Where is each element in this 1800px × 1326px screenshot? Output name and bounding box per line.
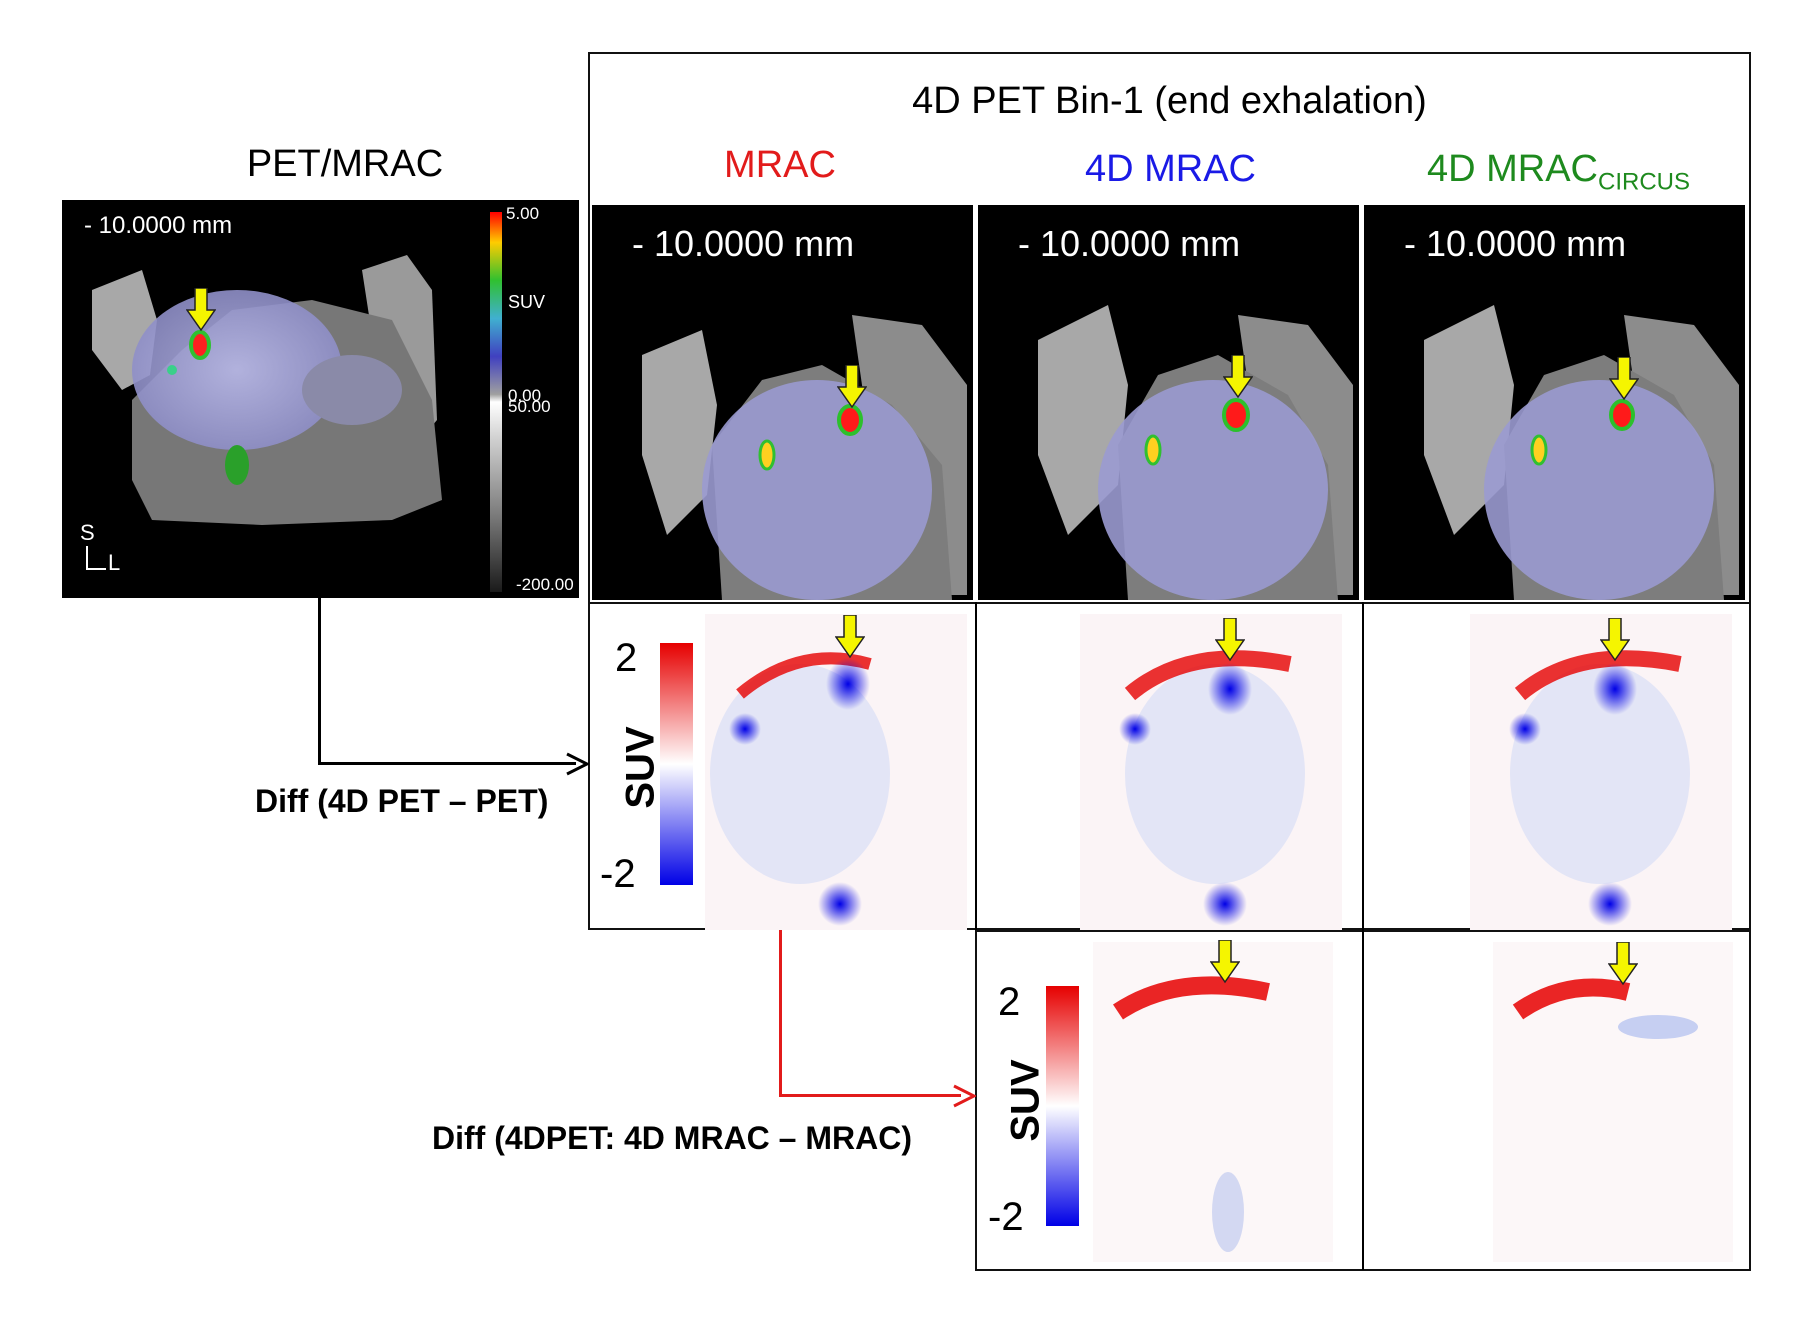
arrowhead-icon bbox=[953, 1084, 976, 1108]
column-label: 4D MRAC bbox=[1084, 148, 1257, 190]
colorbar-top: 5.00 bbox=[506, 204, 540, 223]
coronal-slice-image bbox=[1038, 305, 1353, 600]
connector-black bbox=[318, 598, 321, 764]
colorbar bbox=[490, 212, 502, 592]
diff-row1-divider bbox=[588, 602, 1751, 932]
lesion-arrow-icon bbox=[1210, 940, 1240, 984]
diff-images-row2 bbox=[1093, 942, 1733, 1262]
lesion-arrow-icon bbox=[1215, 618, 1245, 662]
slice-label: - 10.0000 mm bbox=[632, 223, 855, 264]
coronal-slice-image bbox=[642, 315, 967, 600]
group-title: 4D PET Bin-1 (end exhalation) bbox=[912, 80, 1427, 122]
column-label: MRAC bbox=[724, 144, 836, 186]
diff-colorbar bbox=[1046, 986, 1079, 1226]
coronal-slice-image bbox=[92, 255, 442, 525]
pet-panel-4d-mrac-circus: - 10.0000 mm bbox=[1364, 205, 1745, 600]
lesion-arrow-icon bbox=[1608, 942, 1638, 986]
pet-mrac-panel: - 10.0000 mm 5.00 SUV 0.00 50.00 -200.00… bbox=[62, 200, 579, 598]
colorbar-mid2: 50.00 bbox=[508, 397, 551, 416]
lesion-arrow-icon bbox=[1600, 618, 1630, 662]
lesion-arrow-icon bbox=[1609, 357, 1639, 401]
column-header-4d-mrac-circus: 4D MRACCIRCUS bbox=[1366, 148, 1751, 197]
connector-red bbox=[779, 930, 782, 1096]
colorbar-mid1: 0.00 bbox=[508, 386, 542, 405]
slice-label: - 10.0000 mm bbox=[1018, 223, 1241, 264]
diff-label-2: Diff (4DPET: 4D MRAC – MRAC) bbox=[432, 1120, 912, 1156]
column-header-mrac: MRAC bbox=[590, 144, 970, 187]
orientation-s: S bbox=[80, 520, 95, 545]
diff-colorbar-top: 2 bbox=[615, 636, 638, 680]
slice-label: - 10.0000 mm bbox=[84, 212, 233, 239]
divider bbox=[1362, 602, 1364, 930]
lesion-arrow-icon bbox=[837, 365, 867, 409]
colorbar-label: SUV bbox=[508, 292, 546, 312]
arrowhead-icon bbox=[566, 752, 589, 776]
diff-colorbar-bottom: -2 bbox=[988, 1195, 1024, 1239]
lesion-arrow-icon bbox=[1223, 355, 1253, 399]
divider bbox=[1362, 930, 1364, 1270]
column-header-4d-mrac: 4D MRAC bbox=[978, 148, 1363, 191]
diff-colorbar-bottom: -2 bbox=[600, 852, 636, 896]
diff-colorbar bbox=[660, 643, 693, 885]
left-title: PET/MRAC bbox=[246, 143, 444, 185]
divider bbox=[975, 602, 977, 930]
pet-panel-mrac: - 10.0000 mm bbox=[592, 205, 973, 600]
pet-panel-4d-mrac: - 10.0000 mm bbox=[978, 205, 1359, 600]
colorbar-bottom: -200.00 bbox=[516, 575, 574, 594]
lesion-arrow-icon bbox=[835, 615, 865, 659]
orientation-l: L bbox=[108, 550, 121, 575]
connector-red bbox=[779, 1094, 961, 1097]
diff-images-row1 bbox=[705, 614, 1732, 930]
lesion-arrow-icon bbox=[186, 288, 216, 332]
coronal-slice-image bbox=[1424, 305, 1739, 600]
connector-black bbox=[318, 762, 576, 765]
column-subscript: CIRCUS bbox=[1598, 168, 1691, 196]
orientation-axis bbox=[86, 546, 106, 570]
diff-label-1: Diff (4D PET – PET) bbox=[255, 783, 549, 819]
slice-label: - 10.0000 mm bbox=[1404, 223, 1627, 264]
column-label: 4D MRAC bbox=[1426, 148, 1598, 190]
diff-colorbar-top: 2 bbox=[998, 980, 1021, 1024]
